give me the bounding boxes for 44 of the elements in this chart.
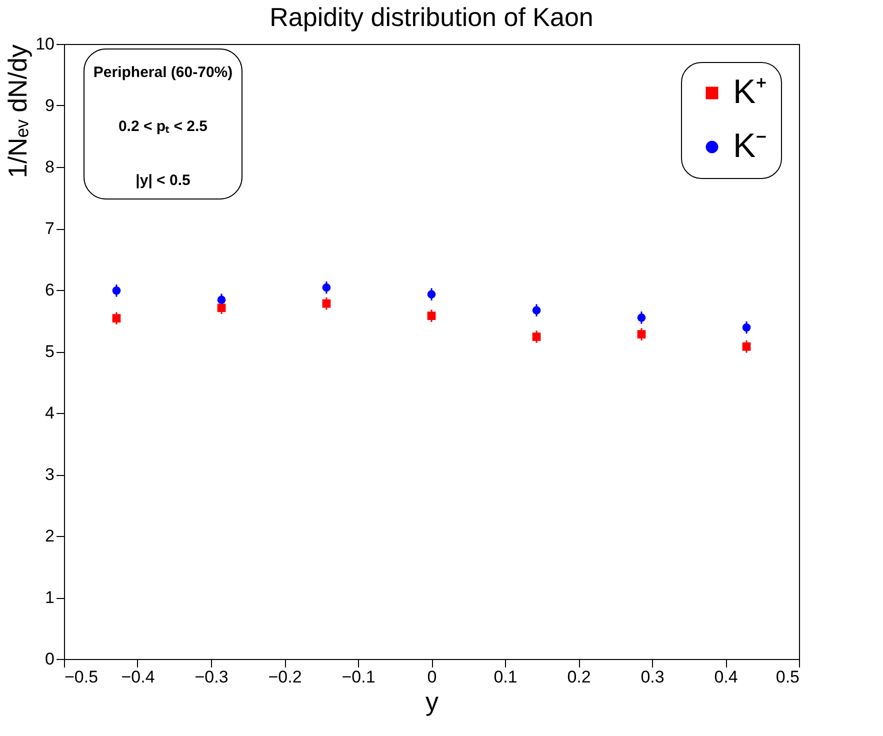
point (637, 330, 646, 338)
y-tick-label: 3 (45, 465, 54, 484)
point (532, 306, 541, 314)
y-axis-title: 1/Nₑᵥ dN/dy (2, 44, 33, 178)
x-tick-label: 0 (427, 668, 437, 686)
y-tick-label: 0 (45, 650, 54, 668)
legend-label: K⁺ (733, 73, 767, 111)
y-tick-label: 10 (36, 34, 54, 54)
point (742, 342, 751, 351)
point (217, 296, 226, 304)
point (217, 304, 226, 312)
annotation: |y| < 0.5 (136, 172, 190, 189)
x-tick-label: 0.2 (567, 668, 591, 686)
x-tick-label: 0.1 (494, 668, 518, 686)
y-tick-label: 9 (45, 96, 54, 115)
x-tick-label: −0.4 (121, 668, 155, 686)
chart-title: Rapidity distribution of Kaon (270, 2, 594, 32)
x-axis-title: y (426, 686, 438, 716)
x-tick-label: 0.3 (640, 668, 664, 686)
y-tick-label: 1 (45, 588, 54, 607)
y-tick-label: 4 (45, 404, 54, 422)
point (322, 299, 331, 308)
point (322, 283, 331, 292)
x-tick-label: −0.5 (64, 668, 98, 686)
x-tick-label: 0.5 (776, 668, 800, 686)
point (427, 290, 436, 298)
x-tick-label: −0.2 (268, 668, 302, 686)
point (637, 314, 646, 322)
y-tick-label: 5 (45, 342, 54, 361)
y-tick-label: 2 (45, 526, 54, 546)
x-tick-label: −0.3 (194, 668, 228, 686)
x-tick-label: 0.4 (714, 668, 738, 686)
point (532, 332, 541, 341)
point (427, 312, 436, 320)
x-tick-label: −0.1 (342, 668, 376, 686)
annotation: Peripheral (60-70%) (93, 64, 233, 81)
annotation: 0.2 < pₜ < 2.5 (118, 118, 208, 135)
point (742, 323, 751, 332)
y-tick-label: 8 (45, 158, 54, 176)
point (112, 314, 121, 322)
y-tick-label: 7 (45, 219, 54, 238)
point (112, 286, 121, 295)
y-tick-label: 6 (45, 280, 54, 300)
legend-label: K⁻ (733, 127, 767, 165)
